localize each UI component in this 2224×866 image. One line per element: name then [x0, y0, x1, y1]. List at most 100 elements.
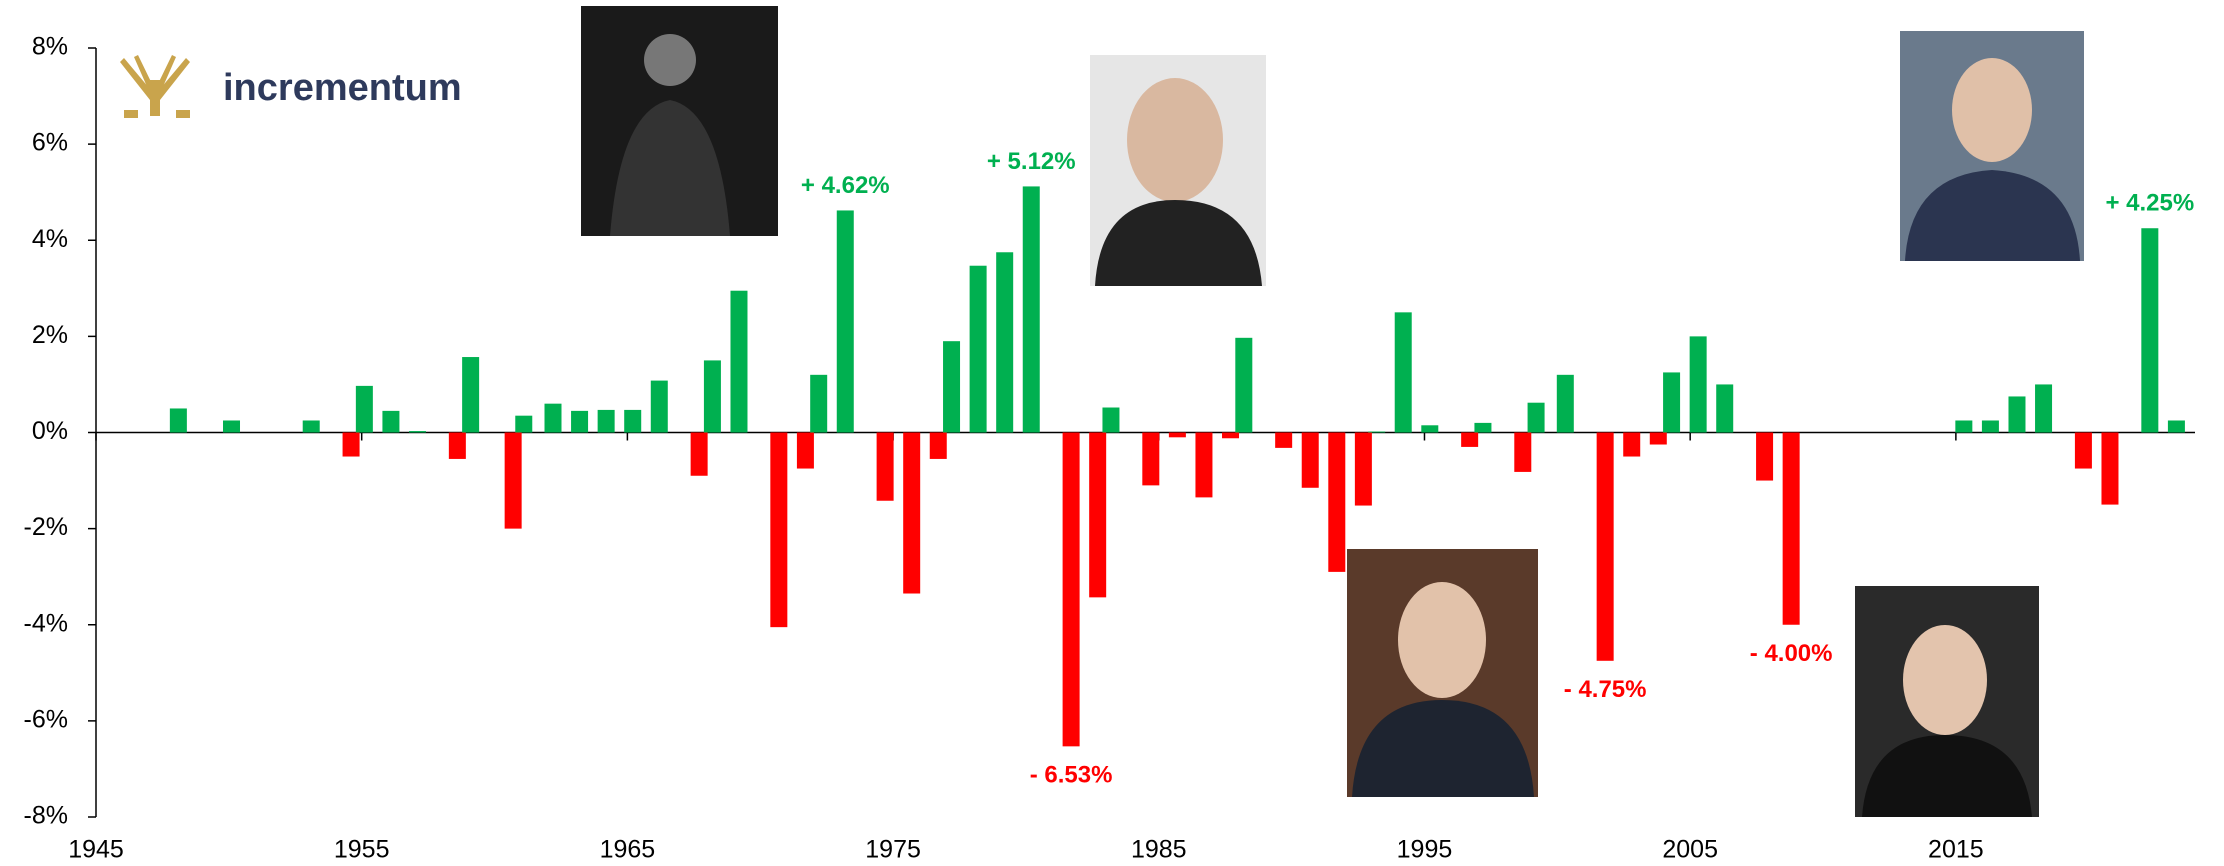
bar [408, 431, 426, 433]
bar [169, 408, 187, 433]
bar [448, 432, 466, 459]
bar [2008, 396, 2026, 433]
bar [355, 385, 373, 433]
bar [1649, 432, 1667, 445]
x-tick-label: 1995 [1397, 836, 1453, 864]
bar [1168, 432, 1186, 438]
bar [515, 415, 533, 433]
y-tick-label: 2% [32, 321, 68, 349]
bar [796, 432, 814, 469]
photo-body [1352, 700, 1534, 797]
bar [302, 420, 320, 433]
bar [1142, 432, 1160, 486]
bar [1955, 420, 1973, 433]
bar [2101, 432, 2119, 505]
bar [969, 265, 987, 433]
y-tick-label: -4% [24, 609, 68, 637]
y-tick-label: -8% [24, 802, 68, 830]
bar [2035, 384, 2053, 433]
logo-icon [120, 55, 190, 118]
value-label: + 4.62% [801, 172, 890, 199]
bar [1663, 372, 1681, 433]
bar [597, 409, 615, 433]
bar [996, 252, 1014, 433]
bar [690, 432, 708, 476]
bar [1275, 432, 1293, 448]
bar [1368, 431, 1386, 433]
photo-body [1905, 170, 2080, 261]
bar [1461, 432, 1479, 447]
bar [1421, 425, 1439, 433]
logo: incrementum [120, 55, 462, 118]
bar [770, 432, 788, 628]
bar [943, 341, 961, 433]
photo-body [1862, 735, 2032, 817]
bar [462, 357, 480, 433]
bar [544, 403, 562, 433]
x-tick-label: 1955 [334, 836, 390, 864]
x-tick-label: 2005 [1662, 836, 1718, 864]
bar [1527, 402, 1545, 433]
photos [581, 6, 2084, 817]
bar [2167, 420, 2185, 433]
value-label: - 4.75% [1564, 676, 1647, 703]
bar [1301, 432, 1319, 488]
bar [1062, 432, 1080, 747]
bar [1235, 337, 1253, 433]
y-tick-label: -2% [24, 513, 68, 541]
bar [1514, 432, 1532, 472]
bar [571, 410, 589, 433]
bar [1102, 407, 1120, 433]
bar [650, 380, 668, 433]
bar [1981, 420, 1999, 433]
bar [929, 432, 947, 459]
bar [2141, 228, 2159, 433]
bar [342, 432, 360, 457]
bar [1195, 432, 1213, 498]
bar [1556, 374, 1574, 433]
y-tick-label: -6% [24, 705, 68, 733]
logo-text: incrementum [223, 67, 462, 109]
value-label: + 5.12% [987, 148, 1076, 175]
value-label: - 4.00% [1750, 640, 1833, 667]
bar [810, 374, 828, 433]
bar [1222, 432, 1240, 439]
value-label: + 4.25% [2105, 190, 2194, 217]
bar [1596, 432, 1614, 661]
x-tick-label: 2015 [1928, 836, 1984, 864]
photo-face [1398, 582, 1486, 698]
photo-face [1903, 625, 1987, 735]
photo-body [1095, 200, 1262, 286]
bar [1089, 432, 1107, 598]
bar [1623, 432, 1641, 457]
bar [1756, 432, 1774, 481]
y-tick-label: 8% [32, 33, 68, 61]
y-tick-label: 6% [32, 129, 68, 157]
bar [1394, 312, 1412, 433]
bar [1328, 432, 1346, 572]
bar [624, 409, 642, 433]
photo-face [1127, 78, 1223, 202]
photo-face [644, 34, 696, 86]
bar [2074, 432, 2092, 469]
bar [1354, 432, 1372, 506]
photo-body [610, 100, 730, 236]
photo-face [1952, 58, 2032, 162]
x-tick-label: 1965 [600, 836, 656, 864]
x-tick-label: 1975 [865, 836, 921, 864]
bar [703, 360, 721, 433]
value-label: - 6.53% [1030, 762, 1113, 789]
bar [730, 290, 748, 433]
bar [1689, 336, 1707, 433]
bar [1782, 432, 1800, 625]
bar [504, 432, 522, 529]
x-tick-label: 1945 [68, 836, 124, 864]
bar [876, 432, 894, 501]
bar [1022, 186, 1040, 433]
bar [1474, 422, 1492, 433]
x-tick-label: 1985 [1131, 836, 1187, 864]
bar [1716, 384, 1734, 433]
bar [223, 420, 241, 433]
bar [903, 432, 921, 594]
